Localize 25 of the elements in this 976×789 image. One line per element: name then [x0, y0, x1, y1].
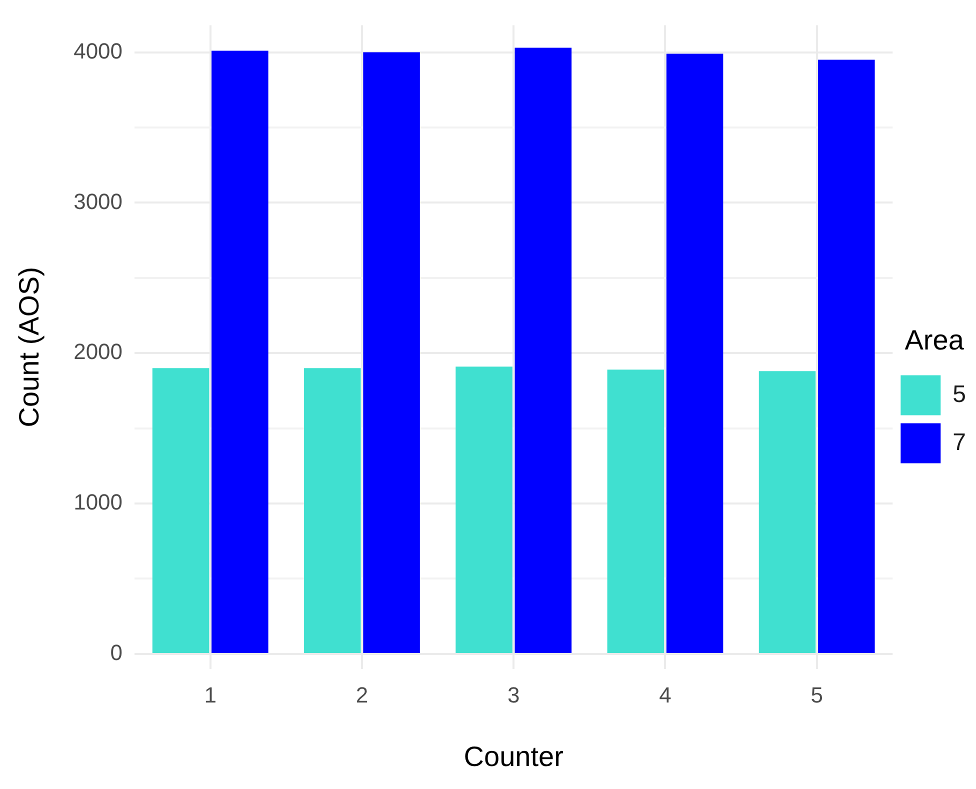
bar	[152, 368, 210, 653]
x-tick-label: 5	[810, 682, 823, 708]
bar	[212, 50, 268, 653]
y-tick-label: 3000	[74, 188, 123, 214]
x-tick-label: 1	[204, 682, 216, 708]
x-axis-title: Counter	[464, 740, 564, 772]
bar	[666, 54, 724, 653]
bar	[607, 370, 664, 653]
legend-label: 5	[952, 380, 966, 408]
bar	[514, 48, 572, 653]
bar	[818, 60, 875, 653]
x-tick-label: 3	[507, 682, 520, 708]
legend-title: Area	[904, 324, 964, 356]
y-axis-title: Count (AOS)	[14, 266, 45, 428]
legend-label: 7	[952, 428, 966, 456]
bar	[304, 368, 361, 653]
bar	[758, 371, 816, 653]
x-tick-label: 4	[659, 682, 672, 708]
y-tick-label: 4000	[74, 38, 123, 64]
x-tick-label: 2	[356, 682, 368, 708]
y-tick-label: 1000	[74, 490, 123, 515]
y-tick-label: 2000	[74, 339, 123, 364]
y-tick-label: 0	[110, 640, 123, 666]
bar	[363, 52, 420, 653]
bar	[456, 366, 512, 653]
